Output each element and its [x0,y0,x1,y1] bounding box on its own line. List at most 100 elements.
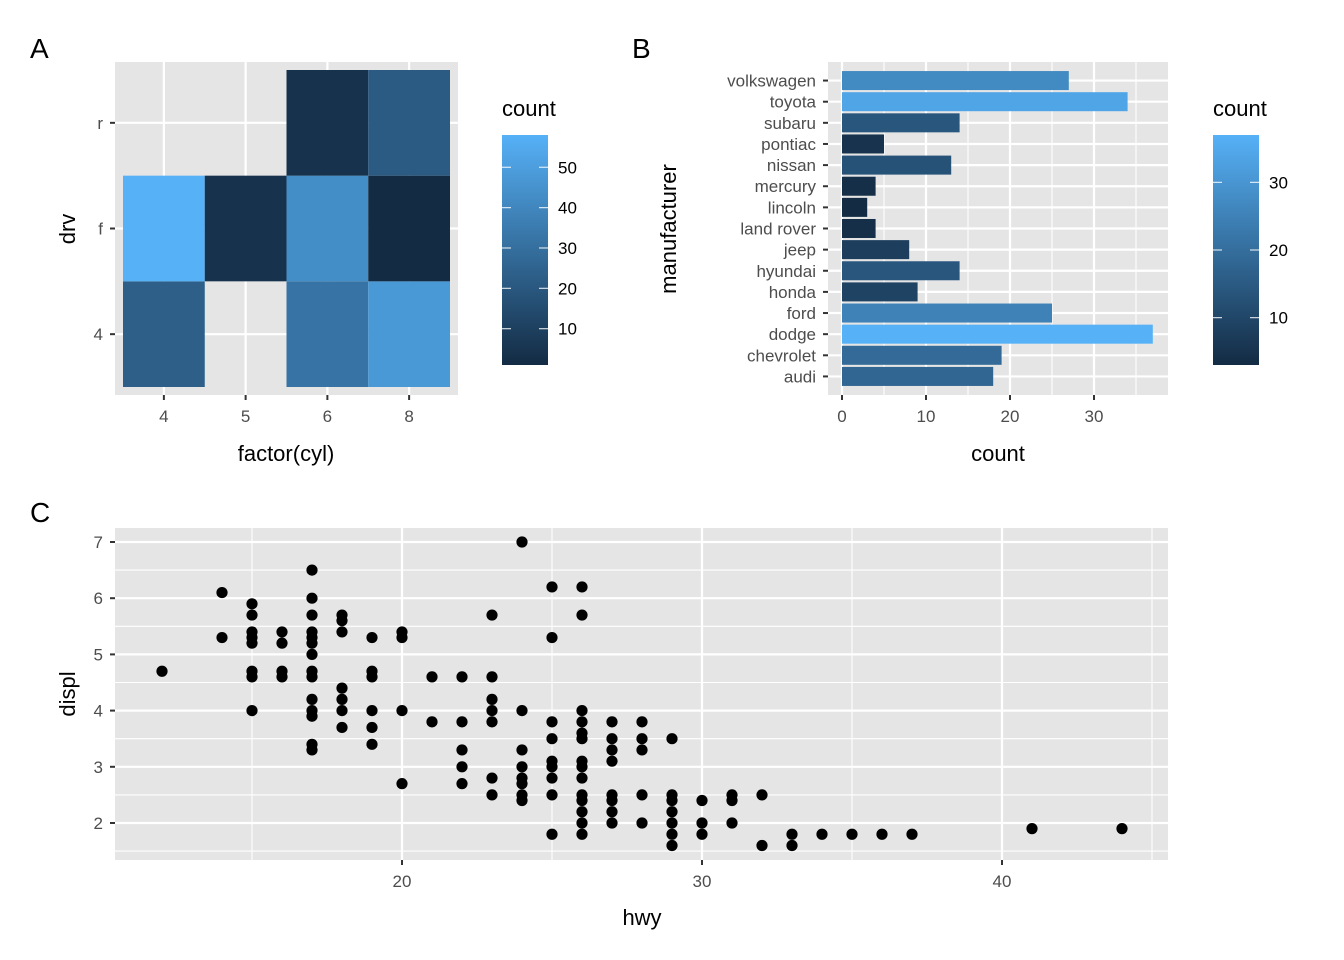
data-point [366,721,378,734]
data-point [606,817,618,829]
bar-lincoln [842,197,868,217]
data-point [456,761,468,773]
data-point [606,794,618,807]
legend-tick-label: 40 [558,199,577,218]
data-point [456,778,468,790]
data-point [336,626,348,638]
y-tick-label: 4 [94,325,103,344]
y-tick-label: 5 [94,645,103,664]
panel-a-colorbar [502,135,548,365]
data-point [636,789,648,801]
bar-land-rover [842,218,876,239]
data-point [1116,823,1128,835]
data-point [786,839,798,852]
heatmap-cell [123,281,205,387]
data-point [156,665,168,677]
data-point [666,733,678,745]
y-tick-label: audi [784,367,816,386]
data-point [306,710,318,722]
y-tick-label: jeep [783,241,816,260]
data-point [216,586,228,599]
data-point [456,716,468,728]
x-tick-label: 30 [693,872,712,891]
data-point [306,564,318,576]
panel-a-ylabel: drv [55,214,80,245]
data-point [546,761,558,773]
bar-audi [842,366,994,386]
panel-a-axes: 4 5 6 8 4 f r [94,114,414,426]
panel-b-legend: count 10 20 30 [1213,96,1288,365]
data-point [246,609,258,621]
x-tick-label: 20 [393,872,412,891]
heatmap-cell [368,281,450,387]
data-point [276,671,288,683]
bar-honda [842,282,918,302]
panel-a-legend: count 10 20 30 40 50 [502,96,577,365]
data-point [576,828,588,840]
y-tick-label: chevrolet [747,346,816,365]
panel-a-xlabel: factor(cyl) [238,441,335,466]
x-tick-label: 0 [837,407,846,426]
data-point [306,637,318,649]
data-point [246,705,258,717]
y-tick-label: dodge [769,325,816,344]
panel-c-xlabel: hwy [622,905,661,930]
data-point [306,744,318,756]
data-point [606,806,618,818]
data-point [486,693,498,705]
y-tick-label: mercury [755,177,817,196]
y-tick-label: land rover [740,220,816,239]
x-tick-label: 5 [241,407,250,426]
data-point [516,536,528,548]
data-point [576,733,588,745]
panel-tag-a: A [30,33,49,64]
legend-tick-label: 10 [558,320,577,339]
bar-ford [842,303,1052,323]
data-point [546,631,558,644]
data-point [306,648,318,661]
data-point [426,671,438,683]
data-point [516,705,528,717]
data-point [636,733,648,745]
data-point [396,631,408,644]
x-tick-label: 10 [917,407,936,426]
data-point [666,817,678,829]
data-point [546,716,558,728]
y-tick-label: 2 [94,814,103,833]
y-tick-label: volkswagen [727,72,816,91]
data-point [666,806,678,818]
y-tick-label: toyota [770,93,817,112]
data-point [606,716,618,728]
data-point [366,671,378,683]
data-point [606,755,618,767]
data-point [576,761,588,773]
data-point [486,716,498,728]
x-tick-label: 40 [993,872,1012,891]
data-point [396,705,408,717]
data-point [306,671,318,683]
panel-c-background [115,528,1168,860]
data-point [306,592,318,604]
data-point [426,716,438,728]
data-point [546,828,558,840]
data-point [216,631,228,644]
data-point [846,828,858,840]
data-point [516,744,528,756]
data-point [246,637,258,649]
data-point [876,828,888,840]
y-tick-label: hyundai [756,262,816,281]
y-tick-label: ford [787,304,816,323]
legend-tick-label: 10 [1269,309,1288,328]
panel-b-ylabel: manufacturer [656,164,681,294]
legend-tick-label: 30 [558,239,577,258]
data-point [636,817,648,829]
data-point [576,716,588,728]
data-point [576,806,588,818]
data-point [576,772,588,784]
x-tick-label: 8 [404,407,413,426]
data-point [366,631,378,644]
panel-b-axes: 0 10 20 30 audi chevrolet dodge ford honda hyunda… [727,72,1103,426]
data-point [666,839,678,852]
bar-mercury [842,176,876,196]
data-point [576,609,588,621]
